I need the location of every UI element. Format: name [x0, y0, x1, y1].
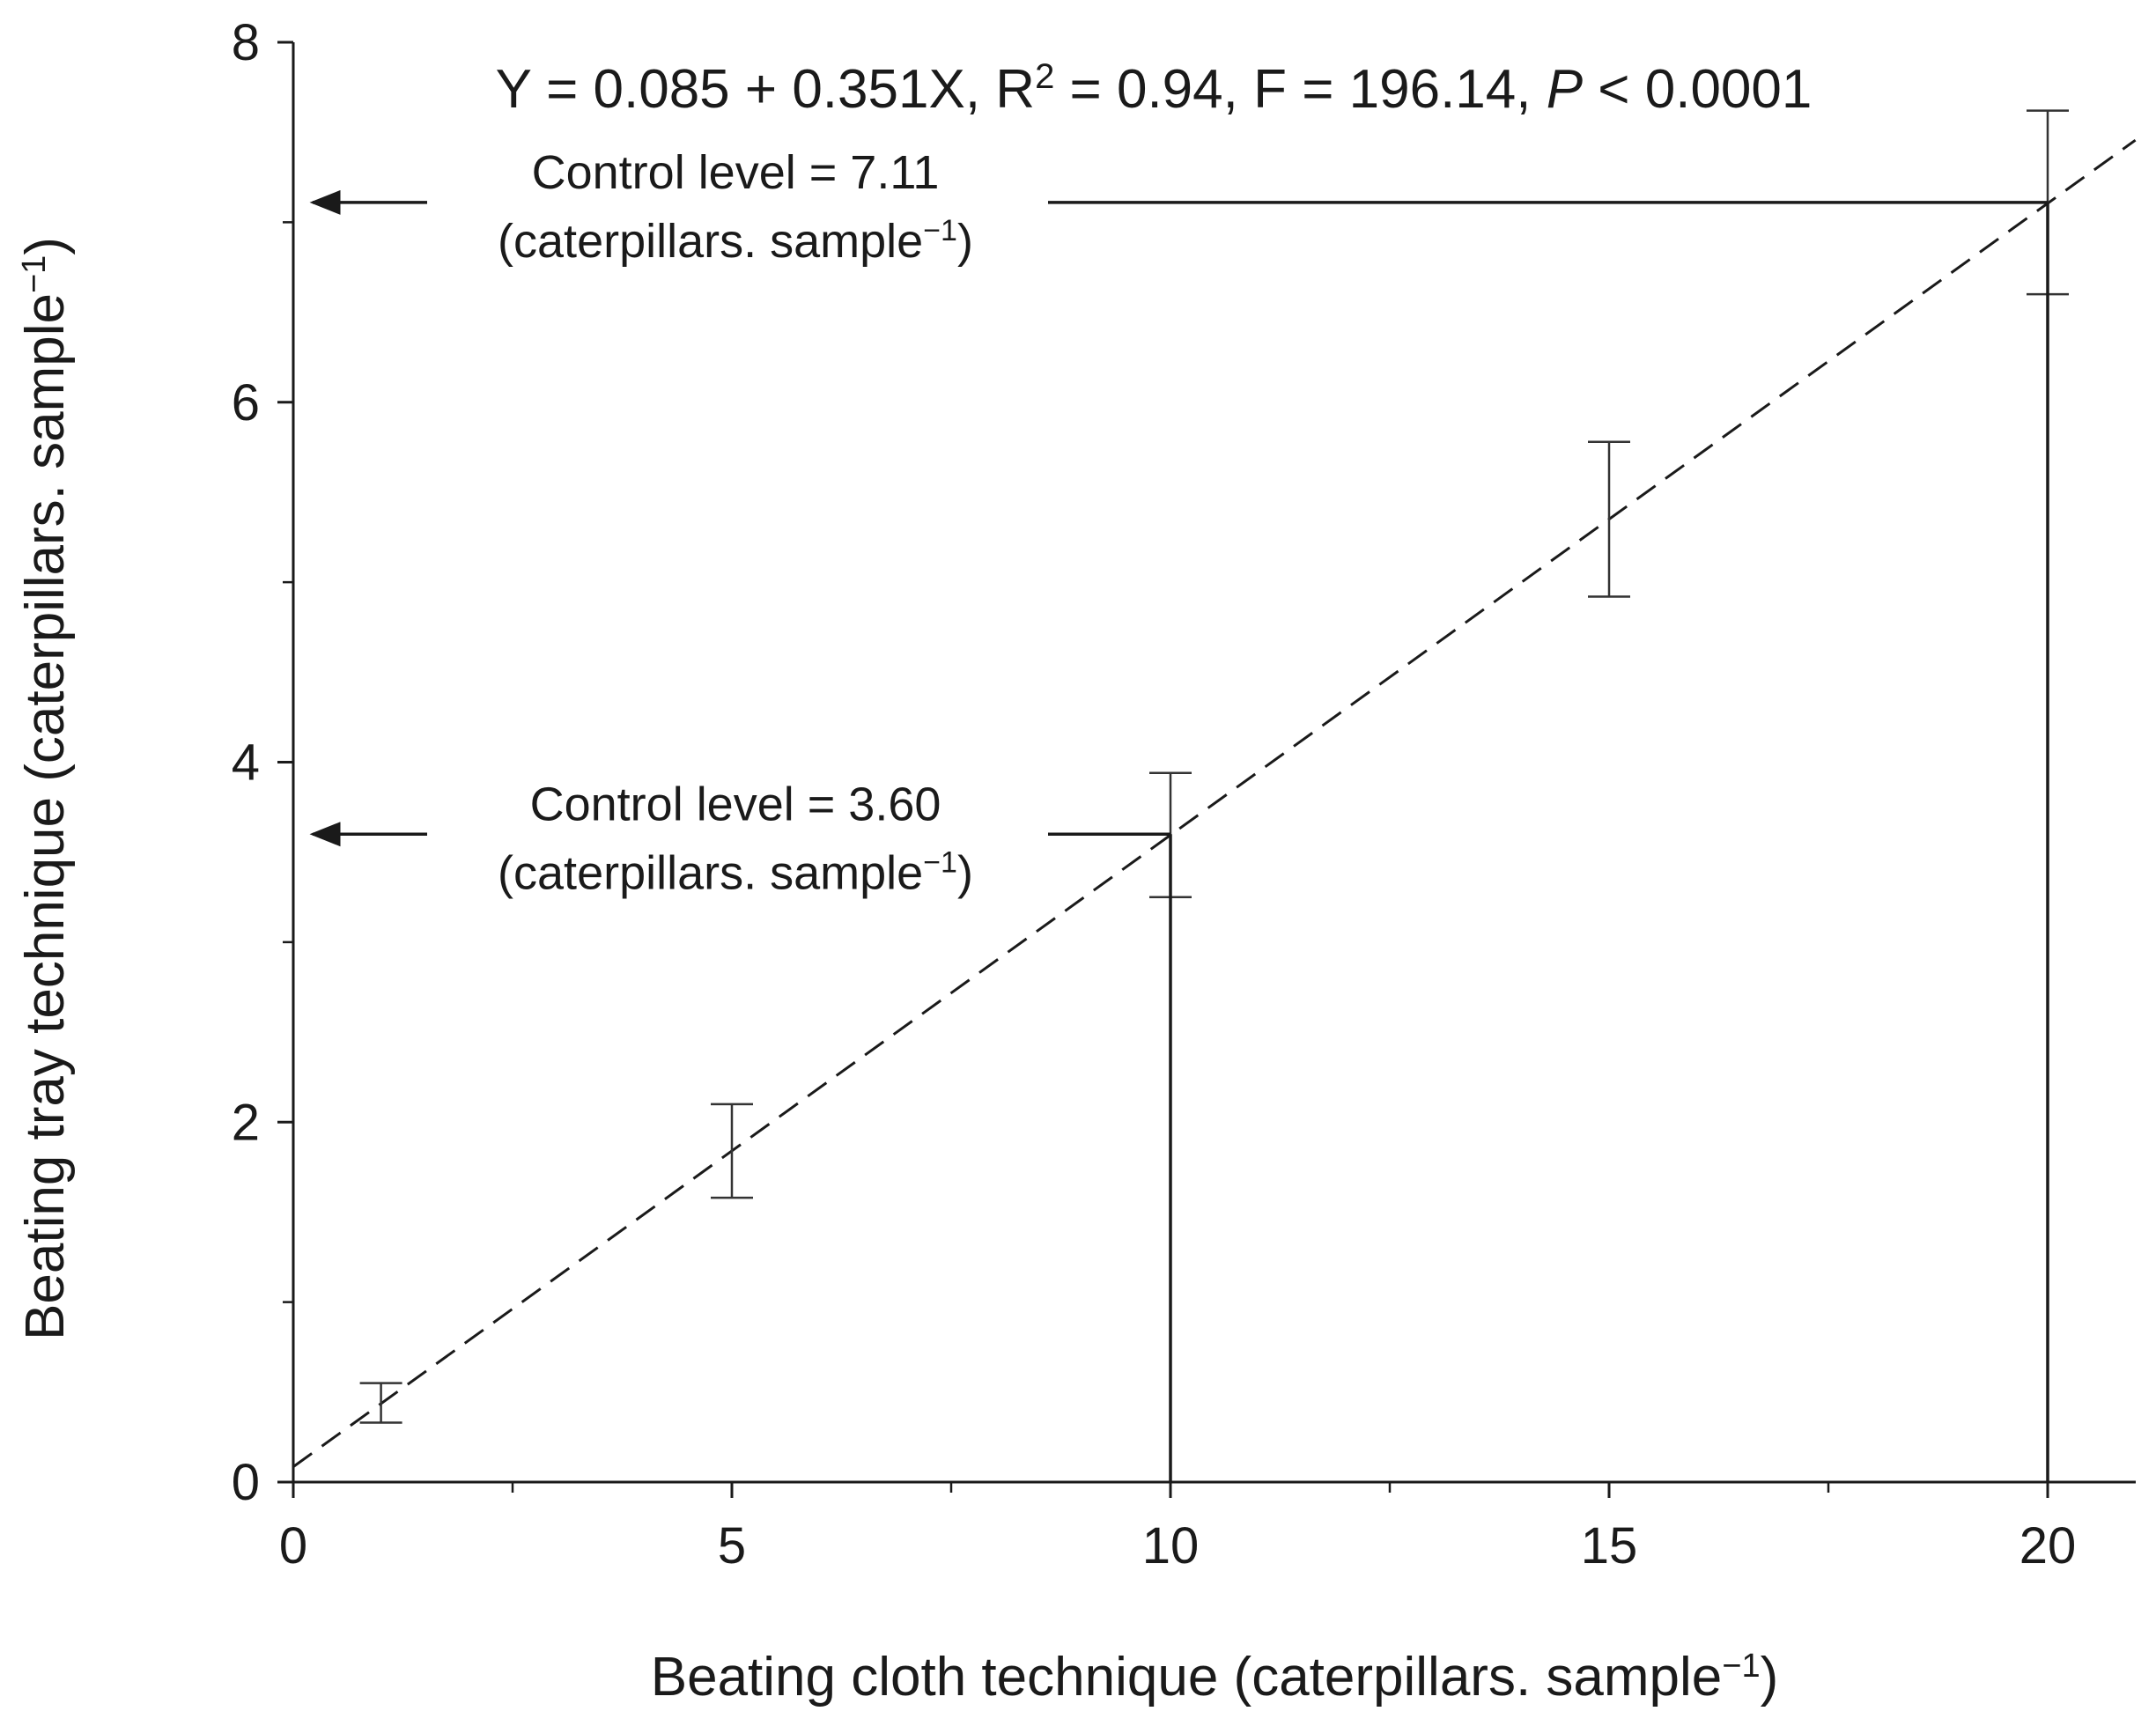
x-tick-label: 10	[1142, 1517, 1200, 1575]
annotation-layer: Beating cloth technique (caterpillars. s…	[15, 57, 2049, 1708]
y-axis-title-text: Beating tray technique (caterpillars. sa…	[15, 293, 76, 1340]
x-tick-label: 5	[718, 1517, 746, 1575]
y-tick-label: 8	[232, 14, 260, 71]
y-tick-label: 0	[232, 1454, 260, 1511]
control-level-unit-superscript: −1	[923, 214, 957, 247]
control-level-label: Control level = 7.11	[532, 146, 940, 199]
y-tick-label: 6	[232, 374, 260, 432]
x-axis-title-text: Beating cloth technique (caterpillars. s…	[651, 1647, 1723, 1708]
regression-equation-superscript: 2	[1035, 57, 1054, 96]
x-axis-title-superscript: −1	[1722, 1648, 1760, 1685]
y-tick-label: 4	[232, 734, 260, 792]
control-level-unit-text: (caterpillars. sample	[498, 846, 923, 899]
regression-line	[292, 138, 2137, 1468]
y-tick-label: 2	[232, 1094, 260, 1151]
x-tick-label: 15	[1581, 1517, 1638, 1575]
control-level-unit-close: )	[957, 846, 973, 899]
y-axis-title-superscript: −1	[16, 255, 53, 293]
regression-equation: Y = 0.085 + 0.351X, R2 = 0.94, F = 196.1…	[496, 57, 1813, 120]
regression-equation-main: Y = 0.085 + 0.351X, R	[496, 59, 1035, 120]
x-axis-title: Beating cloth technique (caterpillars. s…	[651, 1647, 1779, 1708]
regression-equation-stats: = 0.94, F = 196.14,	[1054, 59, 1546, 120]
x-axis-title-close: )	[1761, 1647, 1779, 1708]
x-tick-label: 0	[279, 1517, 307, 1575]
control-level-unit-superscript: −1	[923, 845, 957, 879]
y-axis-title-close: )	[15, 237, 76, 255]
control-level-unit: (caterpillars. sample−1)	[498, 214, 973, 268]
x-tick-label: 20	[2019, 1517, 2077, 1575]
y-axis-title: Beating tray technique (caterpillars. sa…	[15, 237, 76, 1340]
control-level-label: Control level = 3.60	[530, 778, 941, 830]
control-level-unit-close: )	[957, 215, 973, 268]
regression-equation-p-value: < 0.0001	[1583, 59, 1812, 120]
regression-equation-p: P	[1547, 59, 1583, 120]
control-level-unit: (caterpillars. sample−1)	[498, 845, 973, 899]
ticks-layer: 0 5 10 15 20 0 2 4 6 8	[232, 14, 2077, 1575]
control-level-unit-text: (caterpillars. sample	[498, 215, 923, 268]
